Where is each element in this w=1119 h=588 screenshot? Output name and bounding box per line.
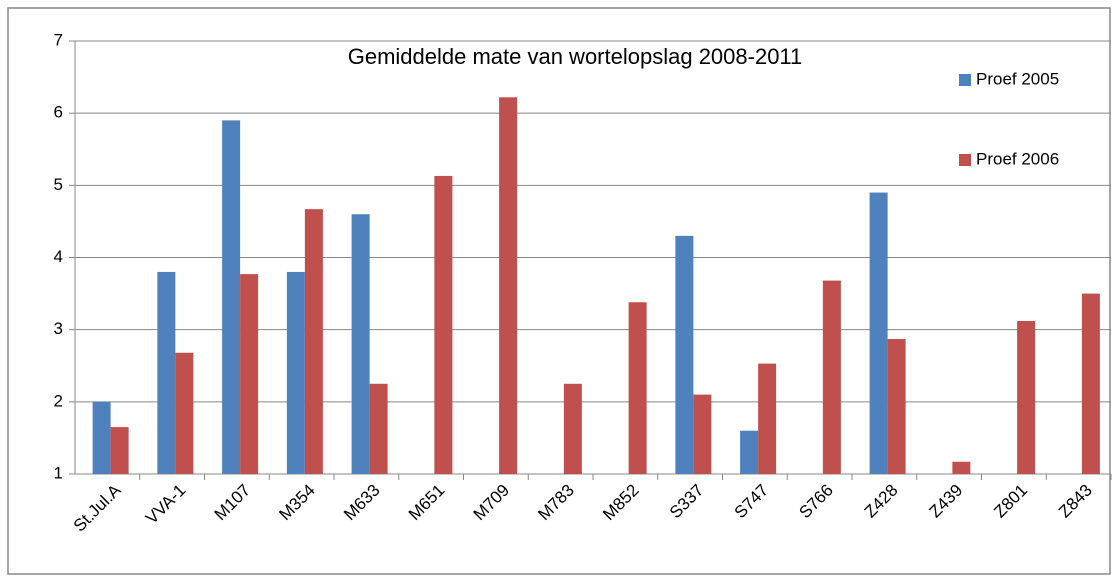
bar (563, 383, 582, 474)
y-tick-label: 7 (54, 30, 63, 49)
chart-border (7, 7, 1111, 575)
y-tick-label: 4 (54, 247, 63, 266)
y-tick-label: 3 (54, 319, 63, 338)
y-tick-label: 2 (54, 391, 63, 410)
y-tick-label: 5 (54, 175, 63, 194)
bar (110, 427, 129, 474)
bar (887, 339, 906, 474)
y-tick-label: 1 (54, 463, 63, 482)
legend-label: Proef 2005 (976, 69, 1059, 88)
bar (175, 352, 194, 474)
bar (240, 274, 259, 474)
bar (351, 214, 370, 474)
y-tick-label: 6 (54, 103, 63, 122)
bar (740, 430, 759, 474)
bar (92, 401, 111, 474)
bar (499, 97, 518, 474)
bar (369, 383, 388, 474)
bar (693, 394, 712, 474)
bar (286, 271, 305, 474)
bar (304, 209, 323, 475)
bar (869, 192, 888, 475)
bar (1017, 321, 1036, 474)
bar (222, 120, 241, 474)
legend-swatch (959, 74, 971, 86)
bar (628, 302, 647, 474)
bar (157, 271, 176, 474)
bar (822, 280, 841, 474)
bar (758, 363, 777, 474)
bar (1081, 293, 1100, 474)
legend-label: Proef 2006 (976, 149, 1059, 168)
bar (675, 235, 694, 474)
bar (434, 175, 453, 474)
bar (952, 461, 971, 474)
legend-swatch (959, 154, 971, 166)
chart-title: Gemiddelde mate van wortelopslag 2008-20… (348, 44, 803, 69)
